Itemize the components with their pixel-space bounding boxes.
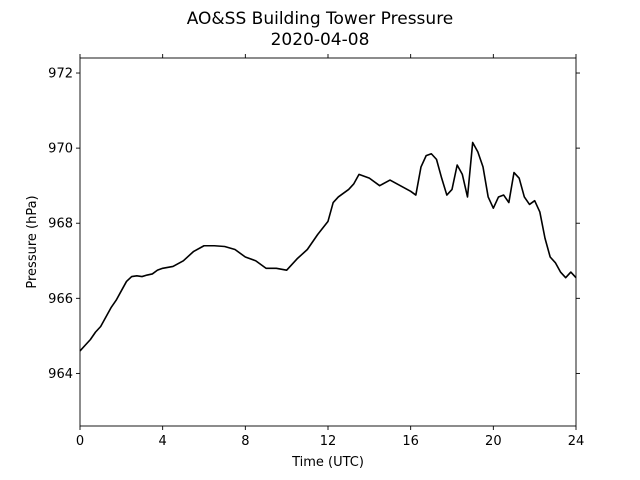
chart-subtitle: 2020-04-08 [271, 30, 370, 50]
axis-ticks: 0 4 8 12 16 20 24 964 966 968 970 972 [48, 54, 584, 449]
y-tick-label: 972 [48, 67, 73, 82]
y-tick-label: 968 [48, 217, 73, 232]
chart-title: AO&SS Building Tower Pressure [187, 9, 454, 29]
x-tick-label: 8 [241, 434, 249, 449]
x-axis-label: Time (UTC) [291, 455, 364, 470]
plot-frame [79, 57, 577, 427]
y-tick-label: 966 [48, 292, 73, 307]
x-tick-label: 0 [76, 434, 84, 449]
x-tick-label: 4 [159, 434, 167, 449]
x-tick-label: 24 [568, 434, 585, 449]
y-axis-label: Pressure (hPa) [25, 195, 40, 288]
x-tick-label: 20 [485, 434, 502, 449]
x-tick-label: 12 [320, 434, 337, 449]
x-tick-label: 16 [402, 434, 419, 449]
y-tick-label: 970 [48, 142, 73, 157]
series-line [79, 141, 577, 352]
y-tick-label: 964 [48, 367, 73, 382]
